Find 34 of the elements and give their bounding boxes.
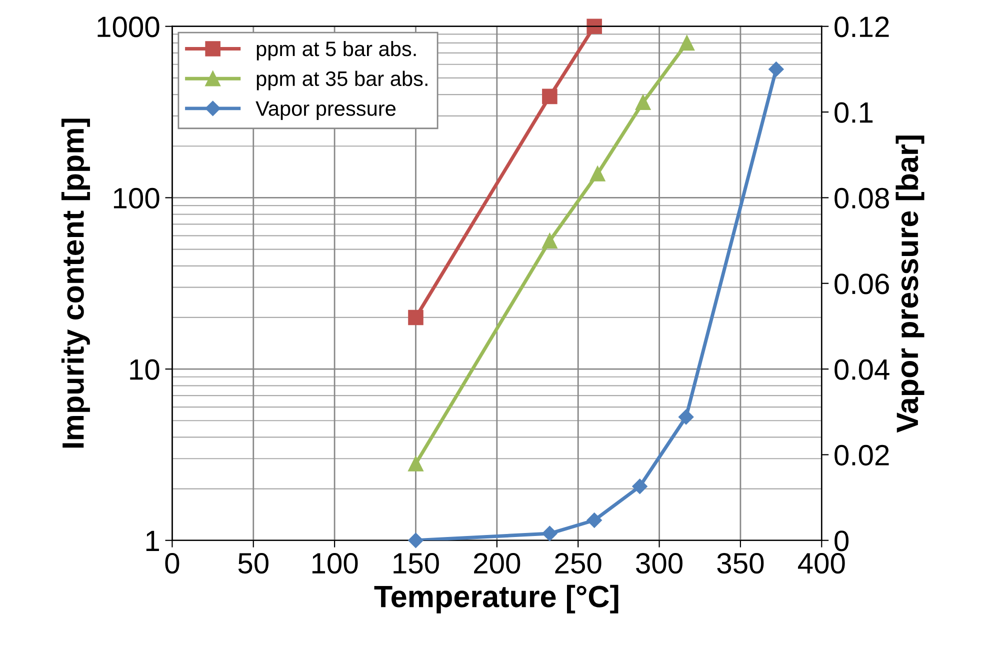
point xyxy=(635,94,651,110)
point xyxy=(590,166,606,182)
y-axis-title: Impurity content [ppm] xyxy=(61,118,90,448)
legend-label: ppm at 35 bar abs. xyxy=(256,70,428,90)
y2-tick-label: 0.12 xyxy=(834,16,889,38)
point xyxy=(542,88,558,104)
y2-tick-label: 0.06 xyxy=(834,274,889,294)
legend-label: Vapor pressure xyxy=(256,101,396,120)
y2-tick-label: 0.02 xyxy=(834,444,889,466)
x-tick-label: 100 xyxy=(312,552,358,574)
y-tick-label: 10 xyxy=(130,359,160,380)
x-tick-label: 0 xyxy=(165,552,180,574)
y-tick-label: 100 xyxy=(114,188,160,209)
y-tick-label: 1000 xyxy=(98,16,160,38)
x-tick-label: 150 xyxy=(394,552,439,574)
x-tick-label: 50 xyxy=(238,552,268,574)
y2-tick-label: 0 xyxy=(834,530,849,552)
point xyxy=(679,35,695,51)
x-tick-label: 300 xyxy=(636,552,682,574)
x-tick-label: 350 xyxy=(717,552,764,574)
point xyxy=(408,310,424,326)
y2-tick-label: 0.1 xyxy=(834,102,873,123)
legend-label: ppm at 5 bar abs. xyxy=(256,40,416,60)
x-tick-label: 250 xyxy=(555,552,602,574)
y2-tick-label: 0.08 xyxy=(834,188,889,209)
x-axis-title: Temperature [°C] xyxy=(374,584,618,614)
y-tick-label: 1 xyxy=(146,530,159,551)
x-tick-label: 200 xyxy=(474,552,520,574)
point xyxy=(542,233,558,248)
y2-axis-title: Vapor pressure [bar] xyxy=(896,136,924,433)
point xyxy=(408,456,424,472)
point xyxy=(586,18,602,34)
y2-tick-label: 0.04 xyxy=(834,359,890,380)
x-tick-label: 400 xyxy=(798,552,845,574)
